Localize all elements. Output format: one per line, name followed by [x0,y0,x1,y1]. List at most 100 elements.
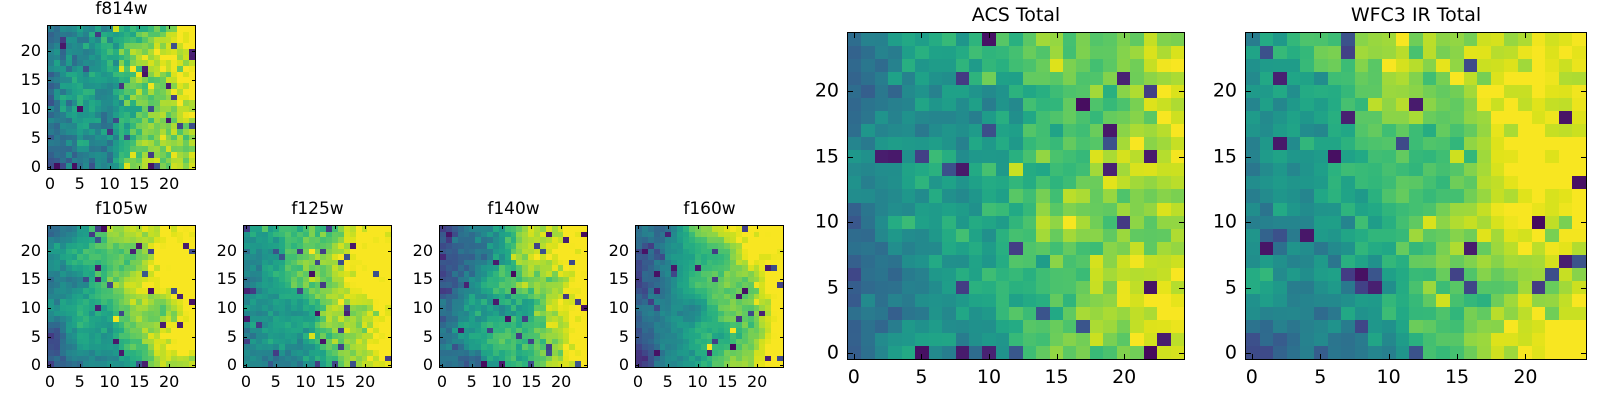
ytick-right-wfc3-ir-total-10 [1581,222,1587,224]
ytick-right-acs-total-20 [1179,91,1185,93]
ytick-right-wfc3-ir-total-15 [1581,156,1587,158]
ytick-wfc3-ir-total-15 [1245,156,1251,158]
xtick-top-f160w-15 [727,225,729,229]
ytick-f105w-0 [47,365,51,367]
xtick-top-acs-total-5 [921,32,923,38]
ytick-f160w-0 [635,365,639,367]
ytick-right-f125w-20 [388,250,392,252]
yticklabel-wfc3-ir-total-10: 10 [1212,210,1237,233]
yticklabel-acs-total-5: 5 [826,276,839,299]
yticklabel-f105w-10: 10 [20,297,41,317]
xtick-f814w-10 [109,166,111,170]
yticklabel-f160w-5: 5 [618,326,629,346]
xticklabel-acs-total-5: 5 [915,366,928,388]
panel-f125w: f125w 0 5 10 15 20 0 5 10 15 20 [183,199,402,402]
yticklabel-f814w-5: 5 [30,128,41,148]
yticklabel-f160w-15: 15 [608,269,629,289]
xticklabel-f125w-20: 20 [354,372,376,391]
ytick-right-f140w-0 [584,365,588,367]
xtick-top-f140w-0 [441,225,443,229]
ytick-right-f160w-10 [780,307,784,309]
panel-f140w: f140w 0 5 10 15 20 0 5 10 15 20 [379,199,598,402]
xtick-top-acs-total-0 [853,32,855,38]
xticklabel-f140w-15: 15 [521,372,542,391]
xtick-top-acs-total-20 [1124,32,1126,38]
yticklabel-f814w-0: 0 [30,157,41,177]
ytick-f140w-10 [439,307,443,309]
yticklabel-f140w-5: 5 [422,326,433,346]
xtick-f105w-10 [109,364,111,368]
xtick-f140w-10 [501,364,503,368]
ytick-right-f814w-20 [192,51,196,53]
xticklabel-f125w-0: 0 [240,372,252,391]
ytick-right-acs-total-0 [1179,353,1185,355]
xtick-f125w-5 [275,364,277,368]
heatmap-image-f814w [48,26,195,169]
ytick-f160w-5 [635,336,639,338]
ytick-right-f160w-15 [780,279,784,281]
xticklabel-f105w-10: 10 [99,372,120,391]
ytick-acs-total-5 [847,287,853,289]
xticklabel-f160w-5: 5 [662,372,673,391]
xtick-top-f125w-20 [365,225,367,229]
xticklabel-f125w-5: 5 [270,372,281,391]
xtick-f140w-15 [531,364,533,368]
ytick-f160w-10 [635,307,639,309]
xtick-top-acs-total-15 [1056,32,1058,38]
heatmap-image-f105w [48,226,195,367]
yticklabel-f105w-5: 5 [30,326,41,346]
xtick-f125w-15 [335,364,337,368]
xtick-top-wfc3-ir-total-0 [1251,32,1253,38]
axes-acs-total [847,32,1185,360]
yticklabel-f125w-10: 10 [216,297,237,317]
xtick-f814w-5 [79,166,81,170]
ytick-f160w-20 [635,250,639,252]
panel-title-acs-total: ACS Total [971,4,1061,26]
panel-f160w: f160w 0 5 10 15 20 0 5 10 15 20 [575,199,794,402]
xtick-f105w-20 [169,364,171,368]
yticklabel-acs-total-0: 0 [826,341,839,364]
xtick-f160w-5 [667,364,669,368]
xtick-acs-total-20 [1124,354,1126,360]
xtick-top-acs-total-10 [988,32,990,38]
ytick-right-f105w-0 [192,365,196,367]
ytick-right-f125w-10 [388,307,392,309]
ytick-right-wfc3-ir-total-0 [1581,353,1587,355]
xtick-f160w-20 [757,364,759,368]
ytick-acs-total-10 [847,222,853,224]
ytick-f140w-20 [439,250,443,252]
xticklabel-f140w-0: 0 [436,372,448,391]
yticklabel-f140w-0: 0 [422,355,433,375]
ytick-f140w-15 [439,279,443,281]
yticklabel-f160w-20: 20 [608,240,629,260]
panel-title-f160w: f160w [683,199,736,219]
xtick-acs-total-5 [921,354,923,360]
xtick-acs-total-10 [988,354,990,360]
ytick-right-f814w-15 [192,80,196,82]
axes-f125w [243,225,392,368]
panel-title-wfc3-ir-total: WFC3 IR Total [1350,4,1482,26]
ytick-f125w-0 [243,365,247,367]
xticklabel-f105w-15: 15 [129,372,150,391]
panel-title-f814w: f814w [95,0,148,19]
xticklabel-f814w-0: 0 [44,174,56,193]
ytick-f814w-5 [47,138,51,140]
ytick-f125w-15 [243,279,247,281]
ytick-right-wfc3-ir-total-5 [1581,287,1587,289]
ytick-right-acs-total-10 [1179,222,1185,224]
ytick-wfc3-ir-total-5 [1245,287,1251,289]
xtick-top-f814w-15 [139,25,141,29]
xticklabel-acs-total-15: 15 [1044,366,1069,388]
ytick-right-f105w-15 [192,279,196,281]
xticklabel-acs-total-0: 0 [847,366,860,388]
yticklabel-f160w-10: 10 [608,297,629,317]
xticklabel-f814w-5: 5 [74,174,85,193]
ytick-acs-total-20 [847,91,853,93]
xticklabel-f140w-10: 10 [491,372,512,391]
ytick-right-f125w-15 [388,279,392,281]
panel-f105w: f105w 0 5 10 15 20 0 5 10 15 20 [0,199,206,402]
xticklabel-wfc3-ir-total-15: 15 [1444,366,1470,388]
xtick-top-f160w-5 [667,225,669,229]
xtick-wfc3-ir-total-5 [1320,354,1322,360]
